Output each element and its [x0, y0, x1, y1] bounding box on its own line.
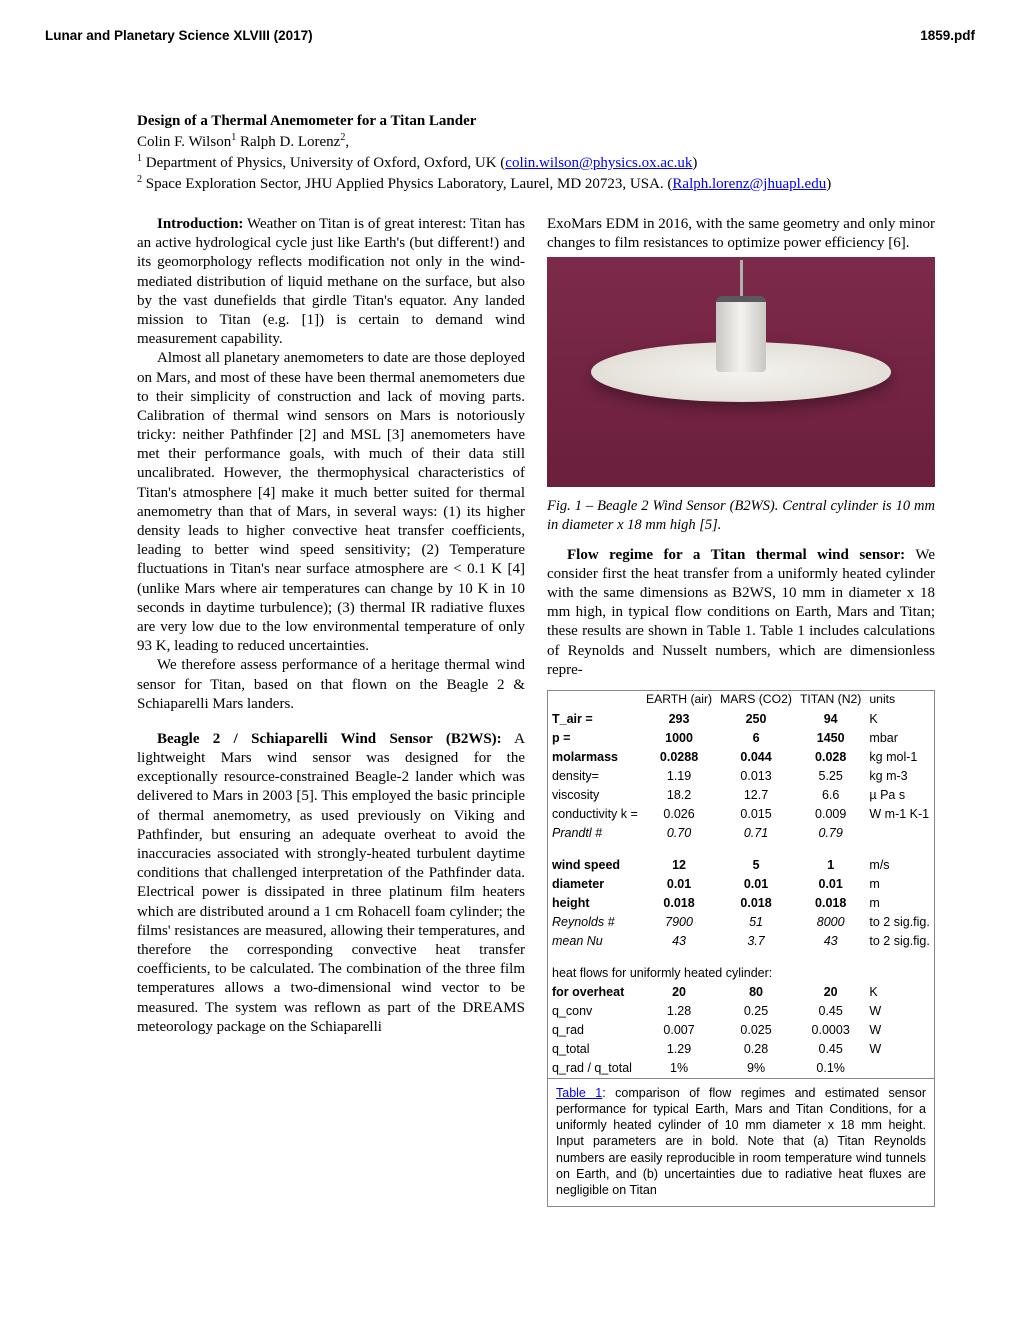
column-right: ExoMars EDM in 2016, with the same geome…	[547, 215, 935, 1207]
table-1-caption: Table 1: comparison of flow regimes and …	[547, 1079, 935, 1208]
header-left: Lunar and Planetary Science XLVIII (2017…	[45, 28, 313, 43]
table-row: conductivity k =0.0260.0150.009W m-1 K-1	[548, 805, 934, 824]
section-head-flow: Flow regime for a Titan thermal wind sen…	[567, 547, 905, 563]
table-row: q_rad / q_total1%9%0.1%	[548, 1059, 934, 1078]
table-row: Prandtl #0.700.710.79	[548, 824, 934, 843]
paragraph: We therefore assess performance of a her…	[137, 656, 525, 714]
authors-line: Colin F. Wilson1 Ralph D. Lorenz2,	[137, 132, 935, 151]
table-row: q_rad0.0070.0250.0003W	[548, 1021, 934, 1040]
paper-title: Design of a Thermal Anemometer for a Tit…	[137, 113, 935, 130]
paragraph: ExoMars EDM in 2016, with the same geome…	[547, 215, 935, 253]
running-header: Lunar and Planetary Science XLVIII (2017…	[45, 28, 975, 43]
figure-1-caption: Fig. 1 – Beagle 2 Wind Sensor (B2WS). Ce…	[547, 497, 935, 533]
table-row: viscosity18.212.76.6µ Pa s	[548, 786, 934, 805]
email-link-2[interactable]: Ralph.lorenz@jhuapl.edu	[672, 176, 826, 192]
table-row: for overheat208020K	[548, 983, 934, 1002]
table-row: wind speed1251m/s	[548, 856, 934, 875]
paragraph: Almost all planetary anemometers to date…	[137, 349, 525, 656]
affiliation-2: 2 Space Exploration Sector, JHU Applied …	[137, 174, 935, 193]
header-right: 1859.pdf	[920, 28, 975, 43]
figure-1-image	[547, 257, 935, 487]
table-row: T_air =29325094K	[548, 710, 934, 729]
section-head-b2ws: Beagle 2 / Schiaparelli Wind Sensor (B2W…	[157, 731, 502, 747]
title-block: Design of a Thermal Anemometer for a Tit…	[137, 113, 935, 193]
table-row: density=1.190.0135.25kg m-3	[548, 767, 934, 786]
table-row: q_total1.290.280.45W	[548, 1040, 934, 1059]
column-left: Introduction: Weather on Titan is of gre…	[137, 215, 525, 1207]
table-section-label: heat flows for uniformly heated cylinder…	[548, 964, 934, 983]
table-1: EARTH (air) MARS (CO2) TITAN (N2) units …	[547, 690, 935, 1079]
figure-1: Fig. 1 – Beagle 2 Wind Sensor (B2WS). Ce…	[547, 257, 935, 533]
affiliation-1: 1 Department of Physics, University of O…	[137, 153, 935, 172]
email-link-1[interactable]: colin.wilson@physics.ox.ac.uk	[505, 155, 692, 171]
section-head-intro: Introduction:	[157, 216, 243, 232]
table-row: q_conv1.280.250.45W	[548, 1002, 934, 1021]
table-row: height0.0180.0180.018m	[548, 894, 934, 913]
table-row: diameter0.010.010.01m	[548, 875, 934, 894]
table-row: Reynolds #7900518000to 2 sig.fig.	[548, 913, 934, 932]
table-row: p =100061450mbar	[548, 729, 934, 748]
table-header-row: EARTH (air) MARS (CO2) TITAN (N2) units	[548, 691, 934, 710]
table-row: molarmass0.02880.0440.028kg mol-1	[548, 748, 934, 767]
table-row: mean Nu433.743to 2 sig.fig.	[548, 932, 934, 951]
